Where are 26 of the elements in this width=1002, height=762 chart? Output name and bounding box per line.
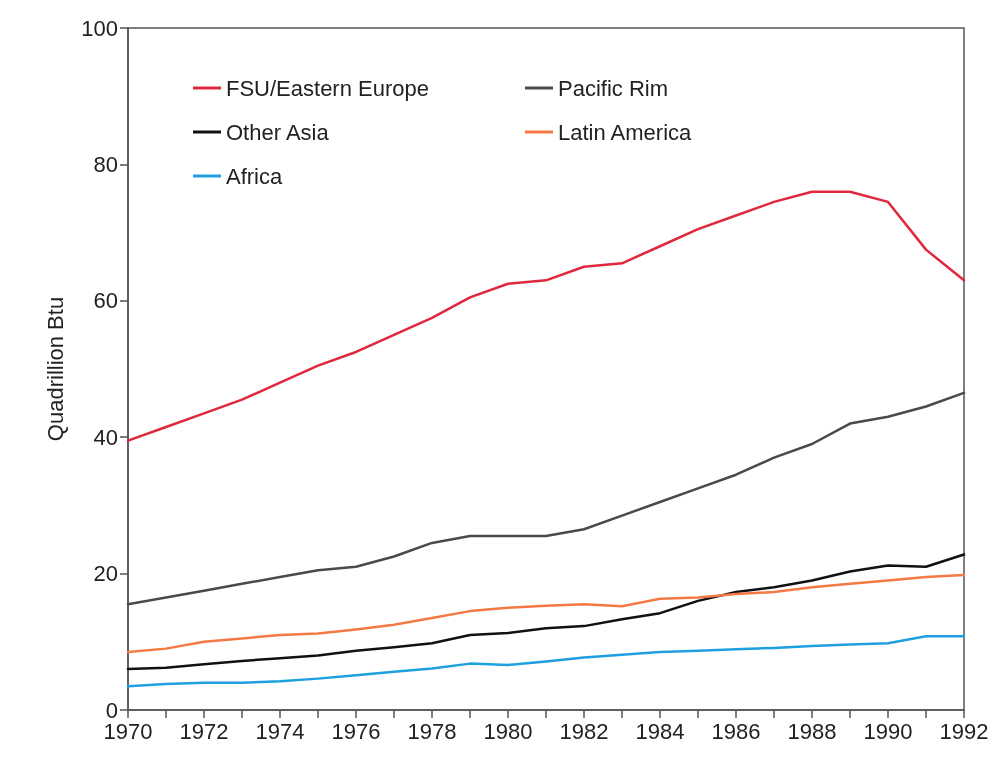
legend-label: Other Asia [226, 119, 330, 145]
legend-label: Latin America [558, 119, 693, 145]
x-tick-label: 1972 [179, 718, 229, 744]
y-tick-label: 80 [93, 151, 118, 177]
legend-label: FSU/Eastern Europe [226, 75, 429, 101]
x-tick-label: 1984 [635, 718, 685, 744]
line-series [126, 190, 966, 442]
line-series [126, 635, 966, 688]
y-tick-label: 60 [93, 288, 118, 314]
y-axis-title: Quadrillion Btu [42, 296, 68, 442]
x-tick-label: 1988 [787, 718, 837, 744]
legend-label: Pacific Rim [558, 75, 669, 101]
x-tick-label: 1992 [939, 718, 989, 744]
y-tick-label: 20 [93, 561, 118, 587]
x-tick-label: 1978 [407, 718, 457, 744]
line-series [126, 573, 966, 654]
y-tick-label: 40 [93, 424, 118, 450]
x-tick-label: 1986 [711, 718, 761, 744]
legend-label: Africa [226, 163, 283, 189]
x-tick-label: 1974 [255, 718, 305, 744]
x-tick-label: 1980 [483, 718, 533, 744]
x-tick-label: 1990 [863, 718, 913, 744]
y-tick-label: 100 [81, 15, 118, 41]
x-tick-label: 1982 [559, 718, 609, 744]
line-series [126, 553, 966, 671]
x-tick-label: 1976 [331, 718, 381, 744]
